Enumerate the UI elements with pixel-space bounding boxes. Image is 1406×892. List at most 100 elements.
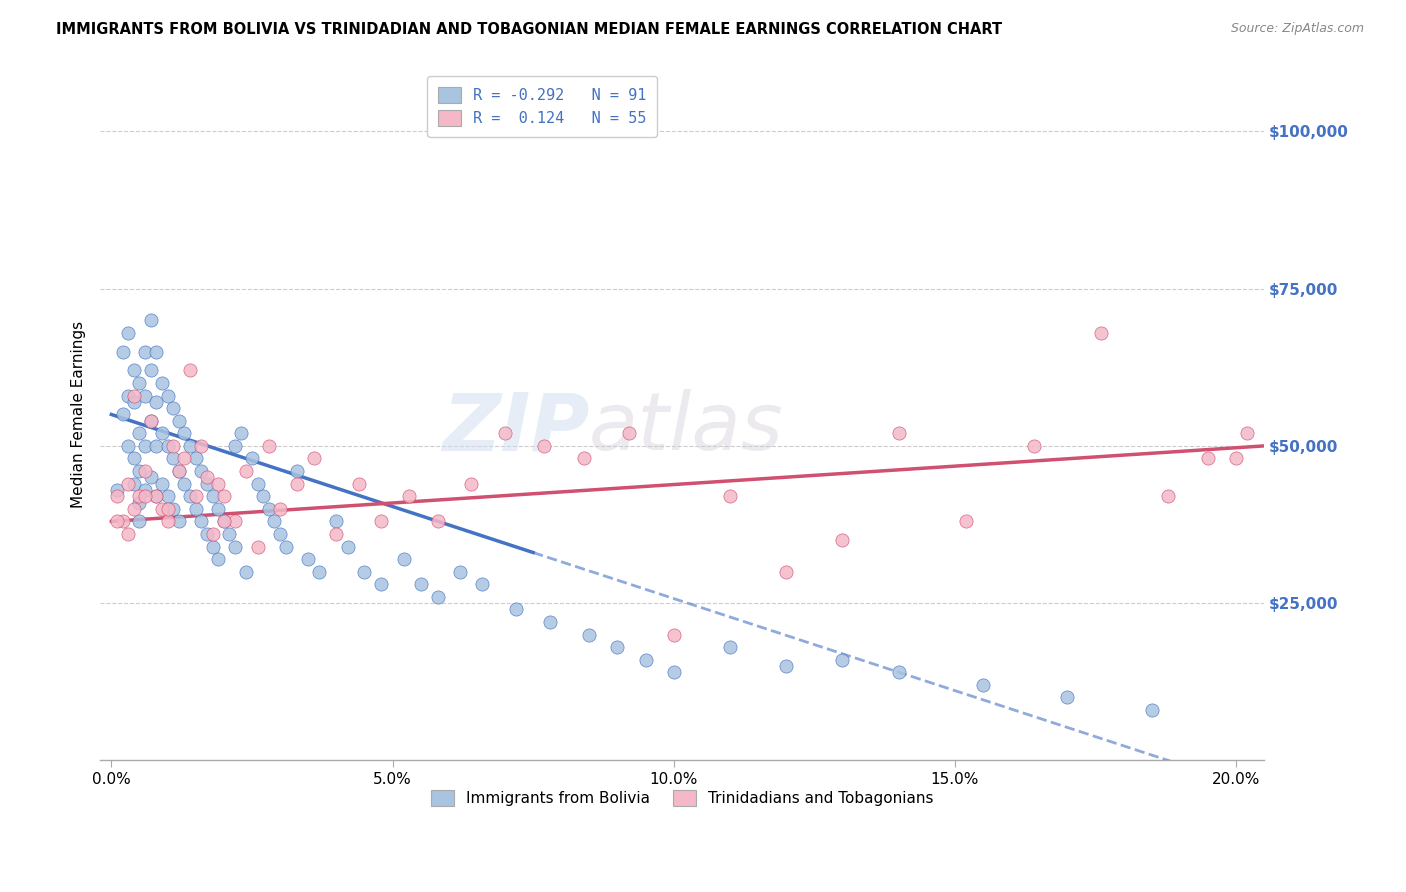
Point xyxy=(207,552,229,566)
Point xyxy=(212,489,235,503)
Text: IMMIGRANTS FROM BOLIVIA VS TRINIDADIAN AND TOBAGONIAN MEDIAN FEMALE EARNINGS COR: IMMIGRANTS FROM BOLIVIA VS TRINIDADIAN A… xyxy=(56,22,1002,37)
Point xyxy=(235,565,257,579)
Point xyxy=(775,659,797,673)
Point xyxy=(134,344,156,359)
Point xyxy=(134,483,156,497)
Point xyxy=(460,476,482,491)
Point xyxy=(162,401,184,416)
Point xyxy=(162,439,184,453)
Point xyxy=(285,464,308,478)
Point xyxy=(111,408,134,422)
Point xyxy=(201,527,224,541)
Point xyxy=(370,577,392,591)
Point xyxy=(409,577,432,591)
Text: ZIP: ZIP xyxy=(441,389,589,467)
Point xyxy=(224,515,246,529)
Point xyxy=(139,470,162,484)
Point xyxy=(139,313,162,327)
Point xyxy=(195,470,218,484)
Point xyxy=(308,565,330,579)
Point xyxy=(538,615,561,629)
Point xyxy=(190,464,212,478)
Point xyxy=(167,515,190,529)
Point xyxy=(718,489,741,503)
Point xyxy=(1225,451,1247,466)
Point xyxy=(274,540,297,554)
Point xyxy=(105,515,128,529)
Point xyxy=(252,489,274,503)
Point xyxy=(201,540,224,554)
Point xyxy=(578,627,600,641)
Point xyxy=(122,395,145,409)
Point xyxy=(150,501,173,516)
Point xyxy=(634,653,657,667)
Point xyxy=(269,501,291,516)
Y-axis label: Median Female Earnings: Median Female Earnings xyxy=(72,321,86,508)
Point xyxy=(224,439,246,453)
Point xyxy=(246,540,269,554)
Point xyxy=(662,665,685,680)
Point xyxy=(269,527,291,541)
Point xyxy=(117,476,139,491)
Point xyxy=(162,451,184,466)
Point xyxy=(145,489,167,503)
Point xyxy=(297,552,319,566)
Point xyxy=(145,439,167,453)
Point xyxy=(122,388,145,402)
Point xyxy=(184,489,207,503)
Point xyxy=(167,464,190,478)
Point xyxy=(134,388,156,402)
Point xyxy=(201,489,224,503)
Point xyxy=(190,439,212,453)
Point xyxy=(184,501,207,516)
Point xyxy=(471,577,494,591)
Point xyxy=(139,414,162,428)
Point xyxy=(212,515,235,529)
Point xyxy=(207,476,229,491)
Point xyxy=(179,439,201,453)
Point xyxy=(392,552,415,566)
Point xyxy=(606,640,628,655)
Text: atlas: atlas xyxy=(589,389,783,467)
Point xyxy=(173,451,195,466)
Point xyxy=(139,414,162,428)
Point xyxy=(285,476,308,491)
Point xyxy=(128,464,150,478)
Point xyxy=(1236,426,1258,441)
Point xyxy=(195,476,218,491)
Point xyxy=(117,439,139,453)
Point xyxy=(156,501,179,516)
Point xyxy=(128,495,150,509)
Point xyxy=(179,489,201,503)
Point xyxy=(1022,439,1045,453)
Point xyxy=(246,476,269,491)
Point xyxy=(224,540,246,554)
Point xyxy=(955,515,977,529)
Point xyxy=(134,489,156,503)
Text: Source: ZipAtlas.com: Source: ZipAtlas.com xyxy=(1230,22,1364,36)
Point xyxy=(145,344,167,359)
Point xyxy=(190,515,212,529)
Point xyxy=(775,565,797,579)
Point xyxy=(572,451,595,466)
Point xyxy=(156,489,179,503)
Point xyxy=(1056,690,1078,705)
Point xyxy=(145,489,167,503)
Point xyxy=(370,515,392,529)
Point xyxy=(617,426,640,441)
Point xyxy=(218,527,240,541)
Point xyxy=(887,426,910,441)
Point xyxy=(1140,703,1163,717)
Point xyxy=(128,489,150,503)
Point xyxy=(240,451,263,466)
Point xyxy=(505,602,527,616)
Point xyxy=(173,426,195,441)
Point xyxy=(184,451,207,466)
Point xyxy=(111,344,134,359)
Point xyxy=(195,527,218,541)
Point xyxy=(831,653,853,667)
Point xyxy=(302,451,325,466)
Point xyxy=(117,326,139,340)
Point xyxy=(122,363,145,377)
Point xyxy=(325,527,347,541)
